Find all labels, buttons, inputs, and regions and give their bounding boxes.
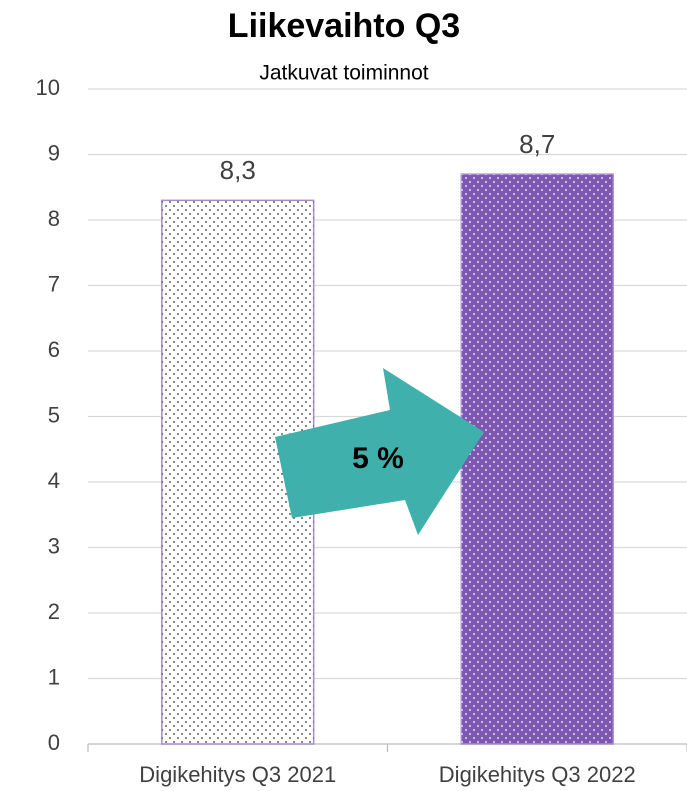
y-tick-label: 6: [48, 337, 60, 362]
y-tick-label: 9: [48, 140, 60, 165]
y-tick-label: 3: [48, 533, 60, 558]
y-tick-label: 4: [48, 468, 60, 493]
growth-arrow: [275, 368, 484, 535]
y-tick-label: 5: [48, 402, 60, 427]
value-label: 8,7: [519, 129, 555, 159]
y-tick-label: 8: [48, 206, 60, 231]
y-tick-label: 7: [48, 271, 60, 296]
y-tick-label: 10: [36, 75, 60, 100]
x-tick-label: Digikehitys Q3 2021: [139, 762, 336, 787]
y-tick-label: 0: [48, 730, 60, 755]
y-tick-label: 2: [48, 599, 60, 624]
chart-subtitle: Jatkuvat toiminnot: [259, 62, 428, 85]
y-tick-label: 1: [48, 664, 60, 689]
x-tick-label: Digikehitys Q3 2022: [439, 762, 636, 787]
annotation: 5 %: [352, 442, 404, 475]
chart-title: Liikevaihto Q3: [228, 7, 460, 45]
bar-pattern: [461, 174, 614, 744]
value-label: 8,3: [220, 155, 256, 185]
